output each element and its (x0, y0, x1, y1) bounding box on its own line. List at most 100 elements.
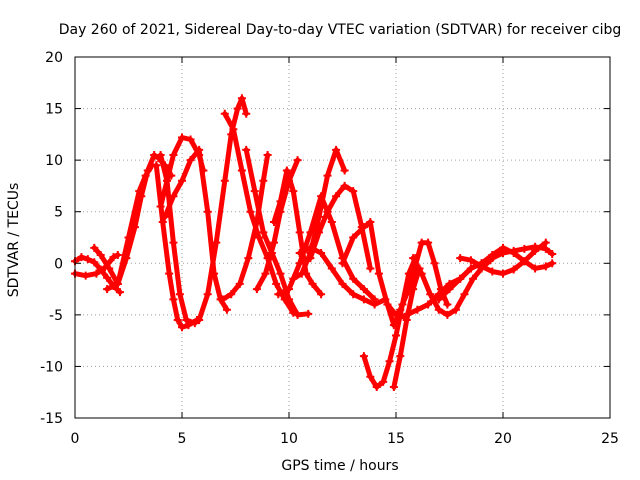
data-point-marker (173, 316, 182, 325)
data-point-marker (531, 264, 540, 273)
series-arc-16 (306, 181, 375, 273)
data-point-marker (317, 290, 326, 299)
data-point-marker (244, 254, 253, 263)
data-point-marker (178, 176, 186, 185)
data-point-marker (261, 269, 270, 278)
data-point-marker (96, 251, 105, 260)
data-point-marker (327, 218, 336, 227)
data-point-marker (488, 251, 497, 260)
x-tick-label: 20 (494, 431, 512, 447)
data-point-marker (520, 244, 529, 253)
data-point-marker (456, 254, 465, 263)
data-point-marker (426, 290, 435, 299)
data-point-marker (359, 285, 368, 294)
data-point-marker (340, 166, 349, 175)
series-arc-4 (103, 161, 157, 294)
data-point-marker (160, 212, 169, 221)
data-point-marker (242, 109, 251, 118)
data-point-marker (424, 238, 433, 247)
y-tick-label: -5 (49, 308, 63, 324)
data-point-marker (270, 218, 279, 227)
data-point-marker (141, 171, 150, 180)
data-point-marker (548, 259, 557, 268)
series-trace (271, 168, 324, 297)
data-point-marker (169, 295, 178, 304)
data-point-marker (509, 265, 518, 274)
data-point-marker (338, 259, 347, 268)
data-point-marker (169, 192, 178, 201)
data-point-marker (541, 262, 550, 271)
data-point-marker (152, 161, 161, 170)
data-point-marker (349, 233, 358, 242)
data-point-marker (389, 383, 398, 392)
y-tick-label: -15 (40, 411, 63, 427)
data-point-marker (359, 295, 368, 304)
data-point-marker (372, 383, 381, 392)
ticks-layer: 0 5 10 15 20 25 -15 -10 -5 0 5 10 15 20 (40, 50, 619, 447)
x-tick-label: 10 (280, 431, 298, 447)
x-tick-label: 25 (601, 431, 619, 447)
data-point-marker (396, 305, 405, 314)
series-trace (307, 183, 373, 271)
data-point-marker (379, 377, 388, 386)
data-point-marker (314, 228, 323, 237)
data-point-marker (113, 279, 122, 288)
data-point-marker (338, 279, 347, 288)
grid-layer (75, 57, 610, 418)
data-point-marker (270, 238, 279, 247)
y-tick-label: -10 (40, 359, 63, 375)
plot-frame (74, 56, 611, 419)
data-point-marker (237, 94, 246, 103)
y-tick-label: 10 (45, 153, 63, 169)
data-point-marker (402, 310, 411, 319)
series-arc-26 (456, 238, 550, 278)
data-point-marker (332, 145, 341, 154)
data-point-marker (548, 250, 557, 259)
data-point-marker (306, 254, 315, 263)
chart-title: Day 260 of 2021, Sidereal Day-to-day VTE… (59, 22, 622, 38)
data-point-marker (77, 253, 86, 262)
data-point-marker (178, 133, 186, 142)
data-point-marker (203, 290, 212, 299)
x-tick-label: 0 (71, 431, 80, 447)
data-point-marker (308, 279, 317, 288)
data-point-marker (184, 321, 193, 330)
data-point-marker (349, 290, 358, 299)
data-point-marker (392, 331, 400, 340)
data-point-marker (222, 305, 231, 314)
data-point-marker (332, 192, 341, 201)
data-point-marker (178, 323, 186, 332)
x-tick-label: 15 (387, 431, 405, 447)
data-point-marker (443, 310, 452, 319)
data-point-marker (156, 202, 165, 211)
series-trace (243, 147, 311, 318)
data-point-marker (451, 305, 460, 314)
data-point-marker (488, 267, 497, 276)
series-arc-9 (195, 94, 251, 325)
data-point-marker (469, 274, 478, 283)
data-point-marker (246, 207, 255, 216)
data-point-marker (109, 253, 118, 262)
data-point-marker (349, 274, 358, 283)
series-arc-14 (270, 166, 326, 299)
data-point-marker (90, 243, 99, 252)
data-point-marker (195, 316, 204, 325)
x-axis-label: GPS time / hours (281, 458, 398, 474)
data-point-marker (113, 251, 122, 260)
data-point-marker (293, 310, 302, 319)
data-point-marker (295, 228, 304, 237)
data-point-marker (304, 309, 313, 318)
data-point-marker (115, 288, 124, 297)
data-point-marker (156, 150, 165, 159)
data-point-marker (366, 264, 375, 273)
data-point-marker (195, 145, 204, 154)
data-point-marker (389, 321, 398, 330)
y-tick-label: 20 (45, 50, 63, 66)
data-point-marker (366, 218, 375, 227)
data-point-marker (295, 259, 304, 268)
data-point-marker (456, 274, 465, 283)
data-point-marker (242, 145, 251, 154)
data-point-marker (499, 243, 507, 252)
data-point-marker (413, 305, 422, 314)
